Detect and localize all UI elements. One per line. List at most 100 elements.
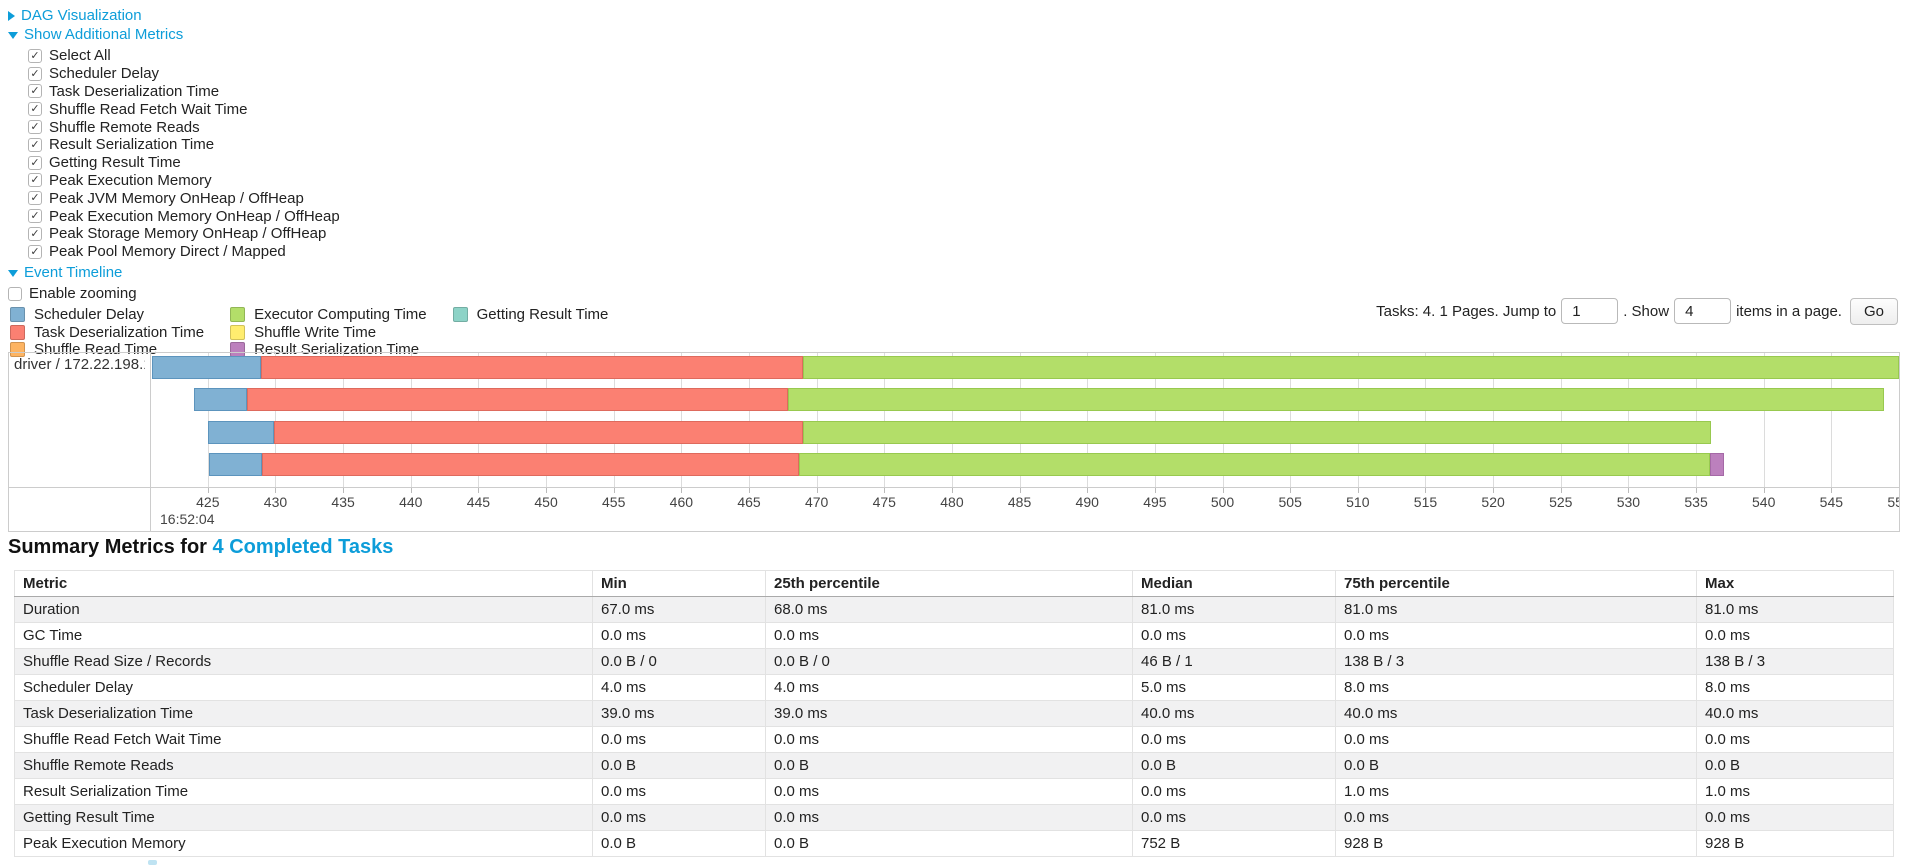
legend-swatch-icon	[10, 342, 25, 358]
gridline	[1628, 353, 1630, 487]
axis-tick-mark	[1628, 488, 1630, 493]
task-bar-scheduler-delay[interactable]	[194, 388, 248, 411]
metric-value-cell: 1.0 ms	[1335, 778, 1697, 805]
task-bar-scheduler-delay[interactable]	[207, 421, 275, 444]
metric-value-cell: 0.0 ms	[1335, 726, 1697, 753]
axis-tick-label: 545	[1819, 494, 1844, 510]
summary-metrics-heading: Summary Metrics for 4 Completed Tasks	[8, 536, 393, 559]
task-bar-executor-computing[interactable]	[799, 453, 1710, 476]
axis-tick-mark	[1154, 488, 1156, 493]
gridline	[207, 353, 209, 487]
column-header-75th-percentile: 75th percentile	[1335, 570, 1697, 597]
metric-checkbox-shuffle-remote-reads[interactable]: ✓ Shuffle Remote Reads	[8, 118, 340, 136]
metric-value-cell: 8.0 ms	[1696, 674, 1894, 701]
gridline	[1831, 353, 1833, 487]
metric-checkbox-shuffle-read-fetch-wait-time[interactable]: ✓ Shuffle Read Fetch Wait Time	[8, 100, 340, 118]
task-bar-result-serialization[interactable]	[1709, 453, 1725, 476]
task-bar-task-deserialization[interactable]	[261, 453, 800, 476]
axis-tick-mark	[884, 488, 886, 493]
metric-value-cell: 4.0 ms	[592, 674, 766, 701]
gridline	[343, 353, 345, 487]
show-label: . Show	[1623, 302, 1670, 320]
table-row-shuffle-remote-reads: Shuffle Remote Reads 0.0 B 0.0 B 0.0 B 0.0 B…	[14, 752, 1894, 779]
metric-checkbox-peak-storage-memory-onheap-offheap[interactable]: ✓ Peak Storage Memory OnHeap / OffHeap	[8, 225, 340, 243]
show-additional-metrics-label: Show Additional Metrics	[24, 26, 184, 43]
items-per-page-input[interactable]	[1674, 298, 1732, 324]
axis-tick-label: 530	[1616, 494, 1641, 510]
metric-value-cell: 0.0 B	[592, 830, 766, 857]
metric-checkbox-label: Getting Result Time	[49, 154, 181, 172]
metric-value-cell: 928 B	[1335, 830, 1697, 857]
metric-checkbox-select-all[interactable]: ✓ Select All	[8, 47, 340, 65]
task-bar-executor-computing[interactable]	[788, 388, 1885, 411]
metric-value-cell: 40.0 ms	[1335, 700, 1697, 727]
checkbox-icon: ✓	[28, 209, 42, 224]
task-bar-executor-computing[interactable]	[803, 356, 1899, 379]
task-bar-executor-computing[interactable]	[803, 421, 1711, 444]
task-bar-scheduler-delay[interactable]	[209, 453, 262, 476]
axis-tick-label: 465	[737, 494, 761, 510]
task-pagination: Tasks: 4. 1 Pages. Jump to . Show items …	[1376, 296, 1898, 326]
axis-tick-mark	[207, 488, 209, 493]
enable-zooming-checkbox[interactable]	[8, 286, 22, 301]
go-button[interactable]: Go	[1849, 297, 1898, 325]
task-bar-scheduler-delay[interactable]	[152, 356, 261, 379]
axis-tick-mark	[1222, 488, 1224, 493]
metric-checkbox-getting-result-time[interactable]: ✓ Getting Result Time	[8, 154, 340, 172]
metric-name-cell: Shuffle Read Size / Records	[14, 648, 593, 675]
dag-visualization-toggle[interactable]: DAG Visualization	[8, 6, 340, 25]
legend-item-result-serialization-time: Result Serialization Time	[230, 341, 427, 359]
legend-swatch-icon	[230, 324, 246, 340]
gridline	[951, 353, 953, 487]
metric-value-cell: 46 B / 1	[1132, 648, 1336, 675]
metric-value-cell: 0.0 ms	[592, 622, 766, 649]
gridline	[275, 353, 277, 487]
table-row-getting-result-time: Getting Result Time 0.0 ms 0.0 ms 0.0 ms 0.0…	[14, 804, 1894, 831]
gridline	[884, 353, 886, 487]
axis-tick-label: 495	[1143, 494, 1167, 510]
table-row-shuffle-read-fetch-wait-time: Shuffle Read Fetch Wait Time 0.0 ms 0.0 ms…	[14, 726, 1894, 753]
metric-checkbox-peak-execution-memory[interactable]: ✓ Peak Execution Memory	[8, 172, 340, 190]
jump-to-page-input[interactable]	[1561, 298, 1619, 324]
metric-value-cell: 138 B / 3	[1696, 648, 1894, 675]
metric-checkbox-peak-jvm-memory-onheap-offheap[interactable]: ✓ Peak JVM Memory OnHeap / OffHeap	[8, 189, 340, 207]
metric-value-cell: 81.0 ms	[1696, 596, 1894, 623]
gridline	[749, 353, 750, 487]
table-row-duration: Duration 67.0 ms 68.0 ms 81.0 ms 81.0 ms 81.0…	[14, 596, 1894, 623]
task-bar-task-deserialization[interactable]	[260, 356, 804, 379]
axis-tick-mark	[1019, 488, 1021, 493]
axis-corner-cell	[9, 488, 151, 531]
legend-item-label: Executor Computing Time	[254, 306, 427, 324]
show-additional-metrics-toggle[interactable]: Show Additional Metrics	[8, 25, 340, 44]
table-row-peak-execution-memory: Peak Execution Memory 0.0 B 0.0 B 752 B 928 …	[14, 830, 1894, 857]
metric-checkbox-peak-pool-memory-direct-mapped[interactable]: ✓ Peak Pool Memory Direct / Mapped	[8, 243, 340, 261]
axis-time-label: 16:52:04	[160, 511, 215, 527]
axis-tick-mark	[1087, 488, 1089, 493]
gridline	[1087, 353, 1089, 487]
metric-value-cell: 0.0 ms	[1132, 778, 1336, 805]
metric-value-cell: 138 B / 3	[1335, 648, 1697, 675]
event-timeline-chart: driver / 172.22.198.104 16:52:04 425 430 4…	[8, 352, 1900, 532]
metric-checkbox-list: ✓ Select All ✓ Scheduler Delay ✓ Task Deseria…	[8, 47, 340, 261]
event-timeline-toggle[interactable]: Event Timeline	[8, 263, 340, 282]
task-bar-task-deserialization[interactable]	[247, 388, 789, 411]
metric-checkbox-task-deserialization-time[interactable]: ✓ Task Deserialization Time	[8, 83, 340, 101]
completed-tasks-link[interactable]: 4 Completed Tasks	[212, 536, 394, 558]
enable-zooming-row[interactable]: Enable zooming	[8, 285, 340, 303]
metric-value-cell: 8.0 ms	[1335, 674, 1697, 701]
column-header-metric: Metric	[14, 570, 593, 597]
timeline-x-axis: 16:52:04 425 430 435 440 445 450 455 460 465 470 4…	[151, 488, 1899, 531]
metric-checkbox-result-serialization-time[interactable]: ✓ Result Serialization Time	[8, 136, 340, 154]
checkbox-icon: ✓	[28, 226, 42, 241]
axis-tick-mark	[343, 488, 345, 493]
task-bar-task-deserialization[interactable]	[274, 421, 804, 444]
axis-tick-label: 425	[196, 494, 220, 510]
metric-checkbox-label: Scheduler Delay	[49, 65, 160, 83]
metric-checkbox-scheduler-delay[interactable]: ✓ Scheduler Delay	[8, 65, 340, 83]
axis-tick-label: 510	[1346, 494, 1370, 510]
metric-checkbox-peak-execution-memory-onheap-offheap[interactable]: ✓ Peak Execution Memory OnHeap / OffHeap	[8, 207, 340, 225]
legend-column: Scheduler Delay Task Deserialization Time…	[10, 306, 204, 359]
stage-controls: DAG Visualization Show Additional Metric…	[8, 6, 340, 303]
metric-checkbox-label: Peak JVM Memory OnHeap / OffHeap	[49, 189, 304, 207]
metric-value-cell: 40.0 ms	[1132, 700, 1336, 727]
